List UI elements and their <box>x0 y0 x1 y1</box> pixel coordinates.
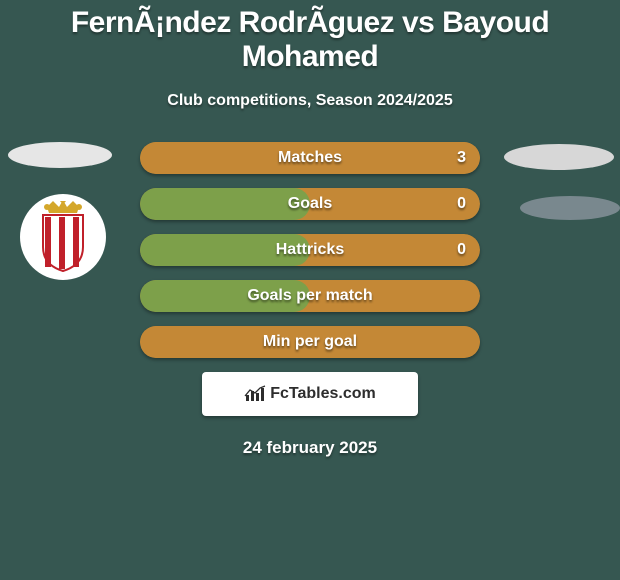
stat-value: 0 <box>457 188 466 220</box>
stat-bar: Goals per match <box>140 280 480 312</box>
left-player-column <box>0 142 120 280</box>
season-subtitle: Club competitions, Season 2024/2025 <box>0 92 620 110</box>
club-silhouette-right <box>520 196 620 220</box>
player-silhouette-left <box>8 142 112 168</box>
player-silhouette-right <box>504 144 614 170</box>
stat-bar: Hattricks0 <box>140 234 480 266</box>
stat-value: 3 <box>457 142 466 174</box>
stat-bar: Goals0 <box>140 188 480 220</box>
stats-bars: Matches3Goals0Hattricks0Goals per matchM… <box>140 142 480 358</box>
stat-label: Goals per match <box>140 280 480 312</box>
badge-crown <box>44 201 82 213</box>
comparison-title: FernÃ¡ndez RodrÃ­guez vs Bayoud Mohamed <box>0 0 620 74</box>
brand-chart-icon <box>244 385 266 403</box>
stat-value: 0 <box>457 234 466 266</box>
brand-box: FcTables.com <box>202 372 418 416</box>
stat-label: Hattricks <box>140 234 480 266</box>
stat-bar: Matches3 <box>140 142 480 174</box>
main-content: Matches3Goals0Hattricks0Goals per matchM… <box>0 142 620 458</box>
brand-text: FcTables.com <box>270 385 376 403</box>
stat-bar: Min per goal <box>140 326 480 358</box>
snapshot-date: 24 february 2025 <box>0 438 620 458</box>
stat-label: Goals <box>140 188 480 220</box>
club-badge-left <box>20 194 106 280</box>
badge-shield <box>43 215 83 271</box>
stat-label: Matches <box>140 142 480 174</box>
stat-label: Min per goal <box>140 326 480 358</box>
right-player-column <box>500 142 620 220</box>
